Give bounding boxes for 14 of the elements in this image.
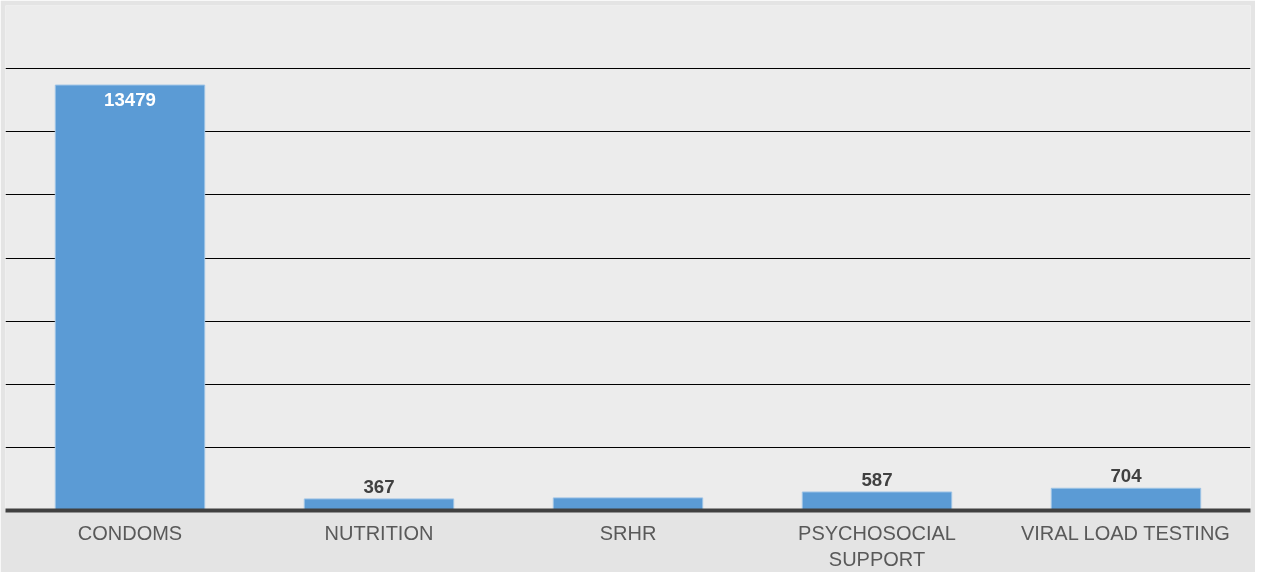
bar (552, 497, 704, 511)
data-label: 367 (363, 475, 395, 497)
x-tick-label: VIRAL LOAD TESTING (1020, 521, 1230, 544)
data-label: 704 (1110, 465, 1143, 487)
data-label: 13479 (104, 89, 156, 111)
bar (801, 491, 953, 511)
x-tick-label: SRHR (599, 521, 657, 544)
bar (54, 84, 206, 511)
data-label: 587 (861, 468, 893, 490)
bar (1050, 487, 1202, 511)
bar (303, 498, 455, 511)
x-tick-label: CONDOMS (77, 521, 183, 544)
x-tick-label: NUTRITION (324, 521, 434, 544)
x-tick-label: PSYCHOSOCIAL SUPPORT (798, 521, 956, 570)
